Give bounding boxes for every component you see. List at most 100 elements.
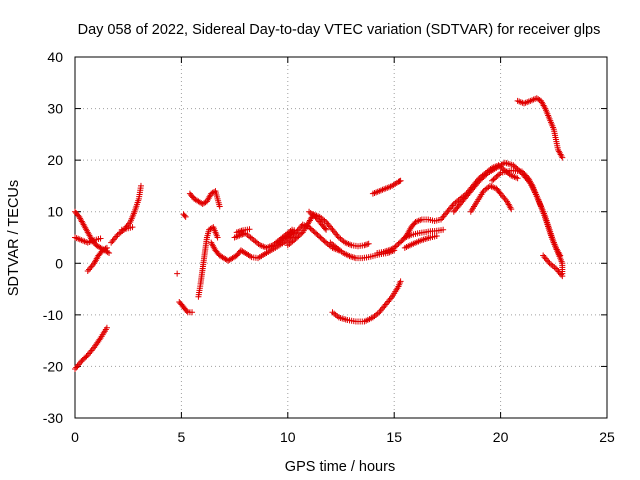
data-point [103, 324, 110, 331]
data-point [508, 206, 515, 213]
chart-title: Day 058 of 2022, Sidereal Day-to-day VTE… [78, 22, 601, 38]
data-point [483, 171, 490, 178]
data-point [289, 228, 296, 235]
data-point [292, 235, 299, 242]
data-point [216, 203, 223, 210]
data-point [214, 234, 221, 241]
data-point [322, 225, 329, 232]
data-point [311, 229, 318, 236]
series-arc-21 [369, 177, 404, 197]
data-point [510, 162, 517, 169]
data-point [240, 249, 247, 256]
x-axis-label: GPS time / hours [285, 459, 395, 475]
data-point [397, 177, 404, 184]
series-arc-17 [284, 211, 372, 250]
data-point [320, 237, 327, 244]
y-tick-label: 40 [47, 49, 63, 65]
x-tick-label: 0 [71, 429, 79, 445]
data-point [493, 173, 500, 180]
data-point [494, 172, 501, 179]
data-point [182, 213, 189, 220]
series-arc-16 [274, 227, 298, 247]
x-tick-label: 10 [280, 429, 296, 445]
data-point [513, 164, 520, 171]
data-point [391, 244, 398, 251]
data-point [351, 254, 358, 261]
data-point [104, 249, 111, 256]
y-tick-label: 0 [55, 255, 63, 271]
series-arc-10 [186, 188, 223, 210]
data-point [294, 234, 301, 241]
data-point [481, 172, 488, 179]
data-point [288, 230, 295, 237]
data-point [323, 226, 330, 233]
data-point [318, 235, 325, 242]
data-point [517, 99, 524, 106]
data-point [475, 179, 482, 186]
series-arc-03 [72, 234, 104, 246]
data-point [129, 224, 136, 231]
series-arc-24 [401, 232, 440, 251]
series-arc-14 [233, 226, 253, 236]
series-arc-01 [72, 324, 110, 373]
y-tick-label: 30 [47, 101, 63, 117]
data-points [72, 95, 566, 373]
series-arc-26 [467, 182, 515, 215]
y-axis-label: SDTVAR / TECUs [6, 180, 22, 296]
data-point [396, 178, 403, 185]
data-point [433, 232, 440, 239]
data-point [496, 171, 503, 178]
data-point [361, 242, 368, 249]
x-tick-label: 20 [493, 429, 509, 445]
data-point [440, 226, 447, 233]
data-point [362, 241, 369, 248]
series-arc-23 [401, 226, 447, 241]
series-arc-04 [84, 244, 110, 275]
data-point [97, 235, 104, 242]
series-arc-22 [374, 162, 521, 256]
data-point [364, 241, 371, 248]
data-point [189, 309, 196, 316]
data-point [477, 176, 484, 183]
data-point [316, 233, 323, 240]
series-arc-29 [540, 252, 566, 280]
data-point [286, 231, 293, 238]
data-point [106, 249, 113, 256]
data-point [313, 230, 320, 237]
data-point [559, 273, 566, 280]
y-tick-label: 10 [47, 204, 63, 220]
data-point [559, 154, 566, 161]
data-point [394, 242, 401, 249]
data-point [240, 230, 247, 237]
data-point [137, 182, 144, 189]
data-point [317, 234, 324, 241]
y-tick-label: -10 [43, 307, 63, 323]
y-tick-label: -20 [43, 358, 63, 374]
series-arc-08 [176, 298, 196, 316]
data-point [102, 245, 109, 252]
data-point [490, 176, 497, 183]
data-point [181, 212, 188, 219]
y-tick-label: -30 [43, 410, 63, 426]
data-point [308, 226, 315, 233]
series-arc-09 [180, 211, 189, 220]
data-point [291, 237, 298, 244]
data-point [183, 307, 190, 314]
data-point [521, 171, 528, 178]
series-arc-05 [108, 182, 144, 246]
data-point [298, 230, 305, 237]
data-point [296, 231, 303, 238]
series-arc-20 [329, 278, 404, 325]
data-point [522, 172, 529, 179]
series-arc-11 [195, 224, 221, 300]
x-tick-label: 15 [386, 429, 402, 445]
x-tick-label: 25 [599, 429, 615, 445]
data-point [388, 246, 395, 253]
data-point [174, 270, 181, 277]
data-point [392, 243, 399, 250]
data-point [291, 227, 298, 234]
data-point [489, 177, 496, 184]
data-point [239, 231, 246, 238]
data-point [237, 231, 244, 238]
